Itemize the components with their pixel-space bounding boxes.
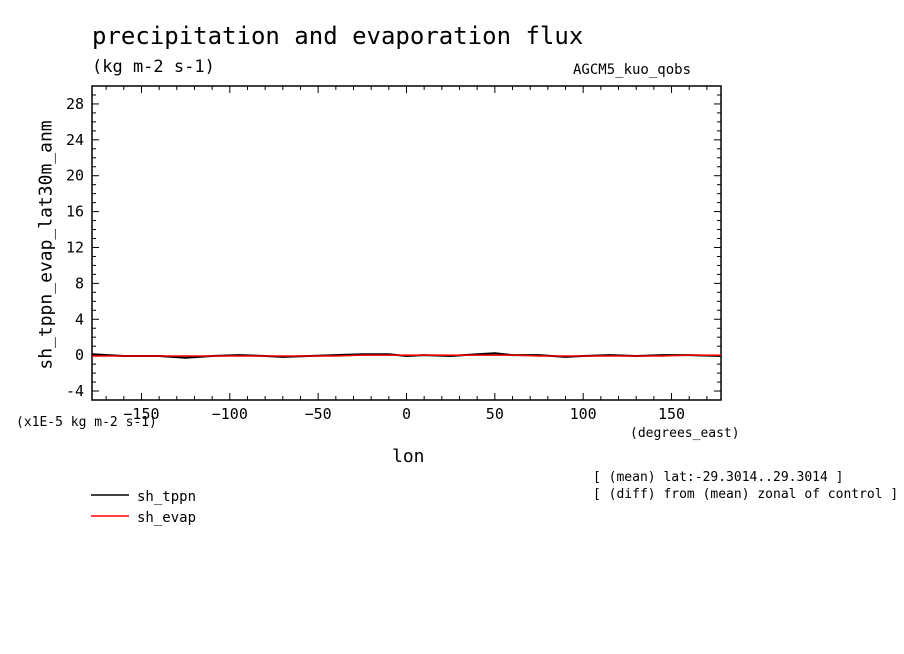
x-tick-label: 100 [570,405,597,423]
y-scale-label: (x1E-5 kg m-2 s-1) [16,415,157,430]
x-axis-label: lon [392,446,425,467]
y-tick-label: 16 [66,203,84,221]
y-tick-label: 4 [75,310,84,328]
x-unit-label: (degrees_east) [630,426,740,441]
y-tick-label: 8 [75,274,84,292]
note-diff: [ (diff) from (mean) zonal of control ] [593,487,899,502]
legend-label-sh_evap: sh_evap [137,510,196,526]
x-tick-label: 150 [658,405,685,423]
x-tick-label: 50 [486,405,504,423]
y-tick-label: 20 [66,167,84,185]
x-tick-label: 0 [402,405,411,423]
chart-units: (kg m-2 s-1) [92,57,215,77]
plot-frame [91,85,722,401]
y-tick-label: 0 [75,346,84,364]
chart-title: precipitation and evaporation flux [92,22,584,50]
experiment-label: AGCM5_kuo_qobs [573,62,692,78]
note-mean-lat: [ (mean) lat:-29.3014..29.3014 ] [593,470,844,485]
x-tick-label: −100 [212,405,248,423]
y-tick-label: -4 [66,382,84,400]
series-line-sh_evap [92,354,721,357]
x-tick-label: −150 [123,405,159,423]
legend-label-sh_tppn: sh_tppn [137,489,196,505]
x-tick-label: −50 [305,405,332,423]
y-tick-label: 24 [66,131,84,149]
y-tick-label: 12 [66,238,84,256]
y-tick-label: 28 [66,95,84,113]
